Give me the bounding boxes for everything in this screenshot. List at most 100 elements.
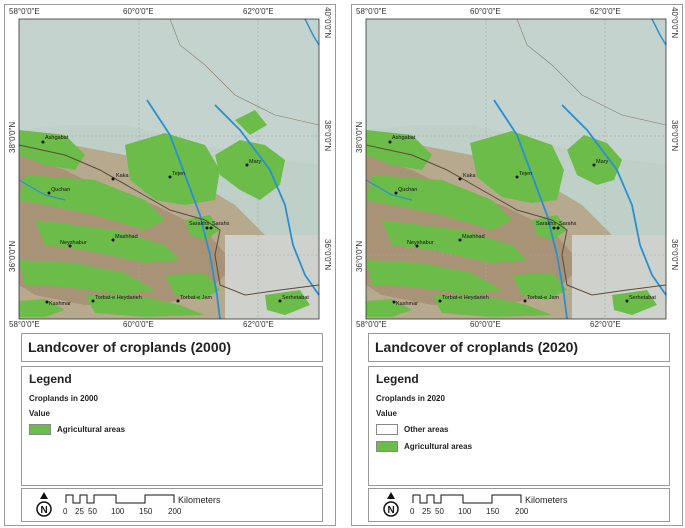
city-label: Mashhad xyxy=(115,234,138,240)
legend-subtitle: Croplands in 2000 xyxy=(29,394,98,403)
map-frame: Ashgabat Kaka Tejen Mary Quchan Mashhad … xyxy=(5,5,335,335)
map-canvas: Ashgabat Kaka Tejen Mary Quchan Mashhad … xyxy=(352,5,682,335)
coord-label: 60°0'0"E xyxy=(123,320,154,329)
city-label: Sarakhs xyxy=(536,221,556,227)
city-label: Serhetabat xyxy=(629,295,656,301)
city-label: Mashhad xyxy=(462,234,485,240)
map-title-box: Landcover of croplands (2000) xyxy=(21,333,323,362)
coord-label: 40°0'0"N xyxy=(323,7,332,39)
scale-bar: N xyxy=(383,492,522,517)
map-title-box: Landcover of croplands (2020) xyxy=(368,333,670,362)
legend: Legend Croplands in 2020 Value Other are… xyxy=(368,366,670,486)
river xyxy=(493,99,568,320)
map-frame: Ashgabat Kaka Tejen Mary Quchan Mashhad … xyxy=(352,5,682,335)
legend-value-label: Value xyxy=(376,409,397,418)
coord-label: 62°0'0"E xyxy=(590,7,621,16)
legend-item-label: Agricultural areas xyxy=(404,442,473,451)
coord-label: 36°0'0"N xyxy=(670,239,679,271)
city-label: Torbat-e Jam xyxy=(180,295,213,301)
city-label: Neyshabur xyxy=(60,240,87,246)
coord-label: 58°0'0"E xyxy=(356,320,387,329)
city-label: Torbat-e Heydarieh xyxy=(95,295,142,301)
north-arrow-label: N xyxy=(388,505,395,516)
coord-label: 58°0'0"E xyxy=(9,320,40,329)
legend-item-label: Agricultural areas xyxy=(57,425,126,434)
border-line xyxy=(365,144,667,296)
coord-label: 38°0'0"N xyxy=(670,120,679,152)
city-label: Torbat-e Heydarieh xyxy=(442,295,489,301)
coord-label: 58°0'0"E xyxy=(356,7,387,16)
legend: Legend Croplands in 2000 Value Agricultu… xyxy=(21,366,323,486)
scale-bar-box: N Kilometers 0 25 50 100 150 200 xyxy=(21,488,323,522)
scale-tick: 50 xyxy=(88,507,97,516)
scale-tick: 25 xyxy=(422,507,431,516)
scale-bar: N xyxy=(36,492,175,517)
border-line xyxy=(18,144,320,296)
coord-label: 62°0'0"E xyxy=(590,320,621,329)
river xyxy=(561,104,667,296)
legend-value-label: Value xyxy=(29,409,50,418)
map-panel-2000: Ashgabat Kaka Tejen Mary Quchan Mashhad … xyxy=(4,4,336,526)
coord-label: 60°0'0"E xyxy=(470,320,501,329)
legend-swatch xyxy=(29,424,51,435)
city-label: Kashmar xyxy=(396,301,418,307)
city-label: Ashgabat xyxy=(45,135,69,141)
legend-title: Legend xyxy=(376,372,419,386)
scale-tick: 0 xyxy=(63,507,68,516)
map-panel-2020: Ashgabat Kaka Tejen Mary Quchan Mashhad … xyxy=(351,4,683,526)
scale-tick: 25 xyxy=(75,507,84,516)
north-arrow-label: N xyxy=(41,505,48,516)
legend-title: Legend xyxy=(29,372,72,386)
agricultural-areas-2000 xyxy=(19,110,310,317)
scale-tick: 50 xyxy=(435,507,444,516)
city-label: Mary xyxy=(596,159,608,165)
river xyxy=(214,104,320,296)
scale-tick: 150 xyxy=(139,507,153,516)
legend-subtitle: Croplands in 2020 xyxy=(376,394,445,403)
city-label: Kashmar xyxy=(49,301,71,307)
city-label: Mary xyxy=(249,159,261,165)
city-label: Torbat-e Jam xyxy=(527,295,560,301)
scale-tick: 150 xyxy=(486,507,500,516)
legend-swatch xyxy=(376,441,398,452)
scale-unit: Kilometers xyxy=(525,495,568,505)
scale-tick: 100 xyxy=(458,507,472,516)
city-label: Kaka xyxy=(463,173,476,179)
city-label: Tejen xyxy=(519,171,532,177)
city-label: Neyshabur xyxy=(407,240,434,246)
scale-tick: 200 xyxy=(168,507,182,516)
scale-tick: 200 xyxy=(515,507,529,516)
river xyxy=(146,99,221,320)
map-title: Landcover of croplands (2020) xyxy=(375,339,579,355)
agricultural-areas-2020 xyxy=(366,130,657,317)
city-label: Serhetabat xyxy=(282,295,309,301)
north-arrow-icon: N xyxy=(383,492,399,517)
city-label: Sarahs xyxy=(559,221,577,227)
coord-label: 36°0'0"N xyxy=(355,240,364,272)
coord-label: 36°0'0"N xyxy=(8,240,17,272)
city-points xyxy=(41,140,282,304)
legend-item-label: Other areas xyxy=(404,425,449,434)
legend-swatch xyxy=(376,424,398,435)
city-label: Quchan xyxy=(398,187,417,193)
coord-label: 38°0'0"N xyxy=(323,120,332,152)
north-arrow-icon: N xyxy=(36,492,52,517)
scale-unit: Kilometers xyxy=(178,495,221,505)
coord-label: 36°0'0"N xyxy=(323,239,332,271)
scale-bar-box: N Kilometers 0 25 50 100 150 200 xyxy=(368,488,670,522)
coord-label: 60°0'0"E xyxy=(123,7,154,16)
scale-tick: 100 xyxy=(111,507,125,516)
city-label: Tejen xyxy=(172,171,185,177)
coord-label: 38°0'0"N xyxy=(8,121,17,153)
city-label: Sarakhs xyxy=(189,221,209,227)
map-canvas: Ashgabat Kaka Tejen Mary Quchan Mashhad … xyxy=(5,5,335,335)
coord-label: 62°0'0"E xyxy=(243,320,274,329)
coord-label: 58°0'0"E xyxy=(9,7,40,16)
city-points xyxy=(388,140,629,304)
scale-tick: 0 xyxy=(410,507,415,516)
coord-label: 62°0'0"E xyxy=(243,7,274,16)
coord-label: 38°0'0"N xyxy=(355,121,364,153)
coord-label: 40°0'0"N xyxy=(670,7,679,39)
map-title: Landcover of croplands (2000) xyxy=(28,339,232,355)
city-label: Kaka xyxy=(116,173,129,179)
